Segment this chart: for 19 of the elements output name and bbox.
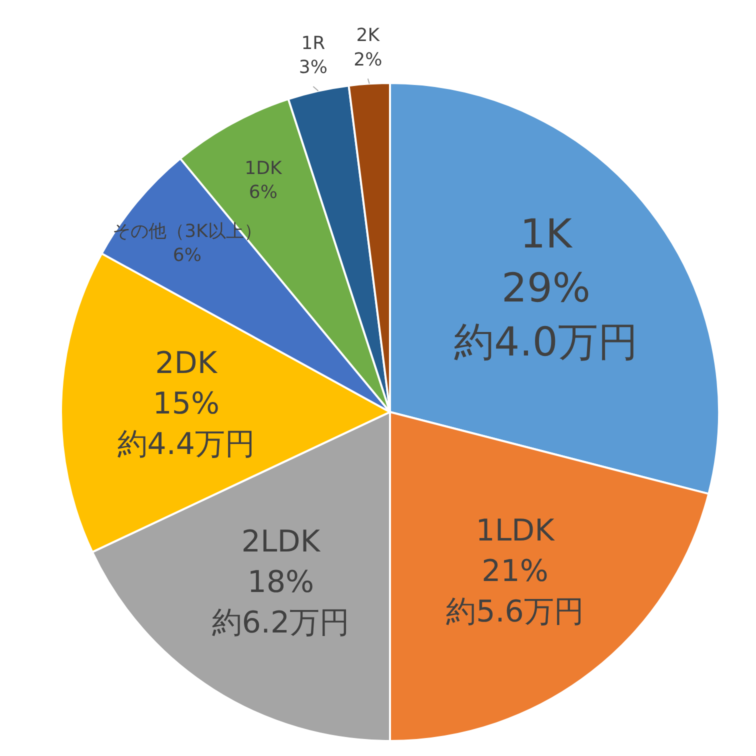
data-label: 29% <box>502 265 590 312</box>
slice-label: 2LDK <box>241 524 322 560</box>
slice-label: 2DK <box>155 346 218 381</box>
text: 約4.4万円 <box>117 426 255 462</box>
data-label: 21% <box>482 554 548 589</box>
data-label: 3% <box>298 57 328 78</box>
data-label: 6% <box>248 182 278 204</box>
data-label: 15% <box>152 386 220 422</box>
slice-label: 1K <box>520 211 574 258</box>
slice-label: 1LDK <box>476 513 556 548</box>
data-label: 2% <box>354 49 382 70</box>
data-label: 6% <box>172 245 202 266</box>
text: 約4.0万円 <box>454 319 638 366</box>
slice-label: 1R <box>301 32 326 54</box>
text: 約5.6万円 <box>446 594 584 630</box>
slice-label: 1DK <box>244 158 283 179</box>
slice-label: 2K <box>356 25 381 46</box>
data-label: 18% <box>247 565 314 600</box>
text: 約6.2万円 <box>212 606 350 641</box>
